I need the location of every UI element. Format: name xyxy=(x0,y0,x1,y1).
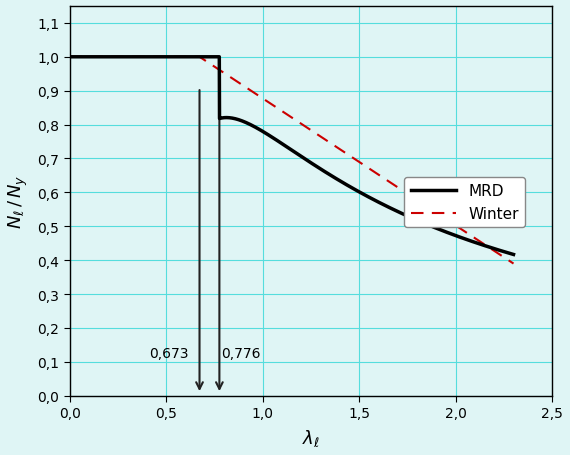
X-axis label: $\lambda_{\ell}$: $\lambda_{\ell}$ xyxy=(302,427,320,448)
Text: 0,776: 0,776 xyxy=(221,346,261,360)
MRD xyxy=(497,248,504,254)
Legend: MRD, Winter: MRD, Winter xyxy=(404,178,525,228)
Winter xyxy=(497,253,504,258)
Text: 0,673: 0,673 xyxy=(149,346,189,360)
Y-axis label: $N_{\ell}\,/\,N_y$: $N_{\ell}\,/\,N_y$ xyxy=(7,174,30,228)
MRD xyxy=(510,252,517,258)
Winter xyxy=(497,253,504,258)
Winter xyxy=(510,261,517,267)
Winter xyxy=(89,55,96,61)
MRD xyxy=(270,136,277,142)
MRD xyxy=(282,144,289,149)
MRD xyxy=(89,55,96,61)
Winter xyxy=(270,104,277,109)
Winter xyxy=(416,199,422,205)
MRD xyxy=(416,219,422,224)
Line: Winter: Winter xyxy=(70,58,514,264)
Winter xyxy=(282,111,289,117)
MRD xyxy=(497,248,504,254)
MRD xyxy=(66,55,73,61)
Winter xyxy=(66,55,73,61)
Line: MRD: MRD xyxy=(70,58,514,255)
